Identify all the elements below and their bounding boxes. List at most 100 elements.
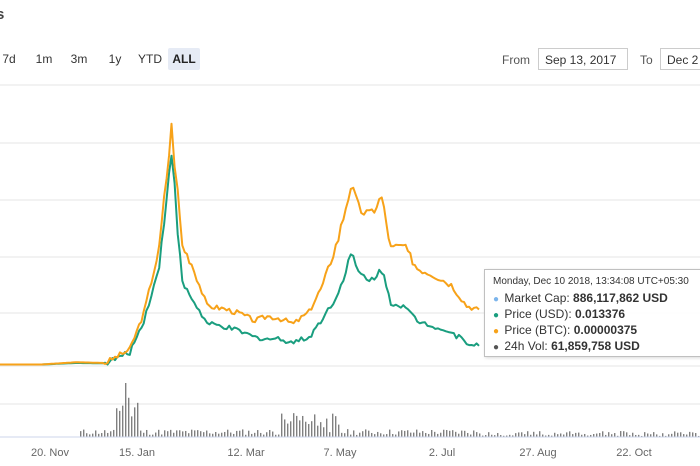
volume-bar (527, 431, 529, 437)
volume-bar (515, 433, 517, 437)
volume-bar (389, 429, 391, 437)
volume-bar (296, 415, 298, 437)
price-btc-bullet-icon: ● (493, 326, 500, 337)
volume-bar (626, 432, 628, 437)
volume-bar (137, 402, 139, 437)
volume-bar (305, 421, 307, 437)
volume-bar (605, 434, 607, 437)
volume-bar (362, 431, 364, 437)
volume-bar (200, 431, 202, 437)
volume-bar (548, 434, 550, 437)
volume-bar (689, 431, 691, 437)
volume-bar (398, 431, 400, 437)
volume-bar (323, 427, 325, 437)
volume-bar (317, 425, 319, 437)
volume-bar (173, 432, 175, 437)
volume-bar (161, 434, 163, 437)
volume-bar (284, 419, 286, 437)
volume-bar (614, 433, 616, 437)
series-line-price-btc (0, 122, 480, 366)
volume-bar (149, 434, 151, 437)
volume-bar (677, 432, 679, 437)
zoom-1m-button[interactable]: 1m (35, 52, 53, 66)
x-tick-label: 7. May (323, 447, 357, 459)
volume-bar (431, 429, 433, 437)
tooltip-label: Price (BTC): (504, 323, 571, 337)
volume-bar (209, 433, 211, 437)
volume-bar (641, 435, 643, 437)
volume-bar (95, 430, 97, 437)
volume-bar (212, 433, 214, 437)
volume-bar (215, 431, 217, 437)
volume-bar (479, 433, 481, 437)
volume-bar (392, 434, 394, 437)
volume-bar (443, 429, 445, 437)
volume-bar (497, 433, 499, 437)
volume-bar (539, 431, 541, 437)
volume-bar (668, 434, 670, 437)
tooltip-row-volume: ● 24h Vol: 61,859,758 USD (493, 338, 700, 354)
zoom-3m-button[interactable]: 3m (70, 52, 88, 66)
zoom-all-button[interactable]: ALL (168, 48, 200, 70)
volume-bar (338, 424, 340, 437)
tooltip-header: Monday, Dec 10 2018, 13:34:08 UTC+05:30 (493, 276, 689, 287)
volume-bar (116, 408, 118, 437)
tooltip-label: 24h Vol: (504, 339, 548, 353)
volume-bar (377, 431, 379, 437)
volume-bar (659, 435, 661, 437)
volume-bar (242, 429, 244, 437)
volume-bar (416, 429, 418, 437)
tooltip-value: 61,859,758 USD (551, 339, 640, 353)
volume-bar (374, 434, 376, 437)
volume-bar (563, 434, 565, 437)
volume-bar (545, 435, 547, 437)
range-from-input[interactable]: Sep 13, 2017 (538, 48, 628, 70)
volume-bar (269, 429, 271, 437)
volume-bar (386, 434, 388, 437)
volume-bar (170, 429, 172, 437)
volume-bar (287, 423, 289, 437)
price-usd-bullet-icon: ● (493, 310, 500, 321)
volume-bar (488, 432, 490, 437)
volume-bar (80, 431, 82, 437)
volume-bar (350, 434, 352, 437)
x-tick-label: 20. Nov (31, 447, 69, 459)
volume-bar (644, 432, 646, 437)
zoom-1y-button[interactable]: 1y (108, 52, 122, 66)
x-tick-label: 27. Aug (519, 447, 556, 459)
volume-bar (569, 431, 571, 437)
volume-bar (638, 434, 640, 437)
volume-bar (446, 430, 448, 437)
volume-bar (662, 433, 664, 437)
volume-bar (407, 430, 409, 437)
volume-bar (608, 432, 610, 437)
volume-bar (491, 434, 493, 437)
volume-bar (593, 434, 595, 437)
volume-bar (266, 432, 268, 437)
x-axis-labels: 20. Nov 15. Jan 12. Mar 7. May 2. Jul 27. Aug… (31, 447, 652, 459)
volume-bar (299, 420, 301, 437)
volume-bar (125, 383, 127, 437)
volume-bar (674, 431, 676, 437)
zoom-ytd-button[interactable]: YTD (138, 52, 162, 66)
volume-bar (521, 432, 523, 437)
volume-bar (314, 414, 316, 437)
zoom-7d-button[interactable]: 7d (2, 52, 16, 66)
volume-bar (470, 434, 472, 437)
volume-bar (233, 433, 235, 437)
volume-bar (581, 434, 583, 437)
volume-bar (260, 432, 262, 437)
volume-bar (176, 430, 178, 437)
volume-bar (686, 434, 688, 437)
volume-bar (512, 435, 514, 437)
volume-bar (110, 431, 112, 437)
volume-bar (428, 433, 430, 437)
volume-bar (239, 430, 241, 437)
volume-bar (218, 433, 220, 437)
range-to-input[interactable]: Dec 2 (660, 48, 700, 70)
x-tick-label: 15. Jan (119, 447, 155, 459)
volume-bar (365, 429, 367, 437)
volume-bar (440, 432, 442, 437)
volume-bar (536, 434, 538, 437)
